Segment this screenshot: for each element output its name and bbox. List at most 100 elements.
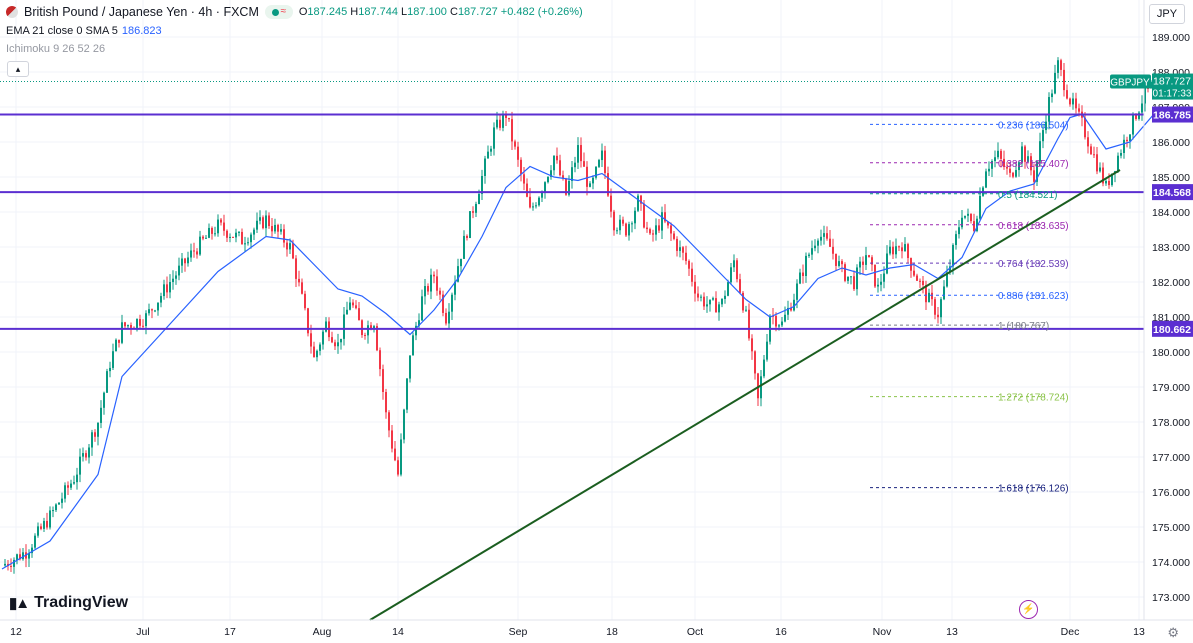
candle-body [916,275,918,281]
candle-body [745,309,747,311]
price-tick: 178.000 [1152,417,1190,429]
candle-body [988,168,990,172]
candle-body [457,266,459,282]
candle-body [523,174,525,184]
candle-body [253,229,255,235]
candles [4,57,1155,574]
candle-body [580,145,582,162]
candle-body [775,315,777,327]
candle-body [283,229,285,243]
candle-body [1120,152,1122,156]
time-tick: 12 [10,626,22,638]
candle-body [265,215,267,229]
candle-body [508,117,510,120]
candle-body [1006,166,1008,169]
collapse-indicators-button[interactable]: ▴ [7,61,29,77]
candle-body [1087,137,1089,147]
candle-body [667,221,669,226]
countdown-value: 01:17:33 [1153,89,1192,100]
price-tick: 180.000 [1152,347,1190,359]
candle-body [952,244,954,267]
candle-body [385,392,387,413]
price-tick: 174.000 [1152,557,1190,569]
candle-body [442,294,444,313]
market-status-button[interactable]: ≈ [264,5,293,19]
candle-body [481,175,483,194]
candle-body [49,510,51,528]
fib-level-label: 1 (180.767) [998,321,1049,332]
last-price-bg [1152,73,1193,100]
candle-body [121,322,123,343]
candle-body [892,246,894,255]
candle-body [595,166,597,178]
candle-body [541,192,543,198]
candle-body [1000,150,1002,159]
candle-body [538,197,540,206]
currency-button[interactable]: JPY [1149,4,1185,24]
candle-body [463,235,465,259]
candle-body [475,203,477,213]
candle-body [445,312,447,324]
candle-body [544,182,546,193]
candle-body [439,290,441,295]
candle-body [1069,98,1071,105]
candle-body [895,246,897,255]
candle-body [643,203,645,228]
ema-polyline [1,113,1155,570]
candle-body [1096,154,1098,172]
price-tick: 183.000 [1152,242,1190,254]
candle-body [190,250,192,258]
candle-body [166,284,168,293]
candle-body [550,170,552,177]
candle-body [223,222,225,231]
candle-body [889,246,891,254]
candle-body [829,238,831,247]
candle-body [55,504,57,511]
candle-body [418,320,420,326]
price-tick: 179.000 [1152,382,1190,394]
candle-body [517,146,519,160]
candle-body [604,150,606,174]
indicator-ema-sma[interactable]: EMA 21 close 0 SMA 5 186.823 [6,25,162,37]
candle-body [1111,173,1113,186]
candle-body [112,351,114,368]
candle-body [217,219,219,234]
candle-body [142,325,144,327]
time-axis[interactable]: 12 Jul 17 Aug 14 Sep 18 Oct 16 Nov 13 Dec 13 [10,626,1145,638]
indicator-ichimoku[interactable]: Ichimoku 9 26 52 26 [6,43,106,55]
candle-body [10,566,12,568]
candle-body [235,232,237,238]
candle-body [709,299,711,305]
candle-body [148,309,150,314]
candle-body [163,284,165,297]
candle-body [793,299,795,311]
lightning-icon[interactable]: ⚡ [1019,600,1038,619]
candle-body [697,293,699,298]
candle-body [109,367,111,372]
price-axis[interactable]: 173.000 174.000 175.000 176.000 177.000 178.0… [1152,32,1190,604]
candle-body [19,554,21,560]
candle-body [73,482,75,484]
candle-body [61,498,63,503]
candle-body [904,244,906,252]
candle-body [706,304,708,307]
candle-body [64,485,66,499]
candle-body [220,219,222,223]
plot-area[interactable] [0,0,1144,620]
candle-body [1135,113,1137,119]
symbol-title[interactable]: British Pound / Japanese Yen · 4h · FXCM [24,5,259,19]
candle-body [316,350,318,358]
candle-body [304,293,306,309]
fib-level-label: 1.272 (178.724) [998,393,1069,404]
candle-body [547,176,549,183]
candle-body [868,255,870,258]
candle-body [1141,103,1143,113]
ema-line [1,113,1155,570]
candle-body [871,257,873,265]
symbol-tag-bg [1110,74,1151,89]
candle-body [622,219,624,224]
gear-icon[interactable]: ⚙ [1167,625,1179,640]
candle-body [799,272,801,284]
candle-body [1012,172,1014,177]
